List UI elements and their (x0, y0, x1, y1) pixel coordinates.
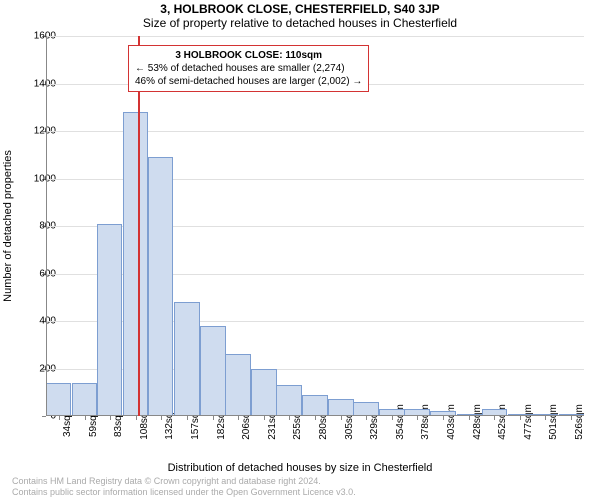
y-axis-line (46, 36, 47, 416)
xtick-mark (85, 416, 86, 420)
xtick-mark (469, 416, 470, 420)
xtick-mark (213, 416, 214, 420)
callout-title: 3 HOLBROOK CLOSE: 110sqm (135, 49, 362, 62)
histogram-bar (225, 354, 251, 416)
y-axis-label: Number of detached properties (2, 150, 14, 302)
footer-line-1: Contains HM Land Registry data © Crown c… (12, 476, 356, 487)
xtick-mark (289, 416, 290, 420)
xtick-mark (392, 416, 393, 420)
xtick-mark (571, 416, 572, 420)
xtick-mark (161, 416, 162, 420)
histogram-bar (97, 224, 123, 416)
xtick-mark (315, 416, 316, 420)
page-title: 3, HOLBROOK CLOSE, CHESTERFIELD, S40 3JP (0, 2, 600, 16)
histogram-bar (200, 326, 226, 416)
bars-container (46, 36, 584, 416)
x-axis-line (46, 415, 584, 416)
marker-line (138, 36, 140, 416)
xtick-mark (110, 416, 111, 420)
histogram-bar (251, 369, 277, 417)
x-axis-label: Distribution of detached houses by size … (0, 462, 600, 474)
xtick-mark (238, 416, 239, 420)
xtick-mark (341, 416, 342, 420)
histogram-bar (123, 112, 149, 416)
callout-box: 3 HOLBROOK CLOSE: 110sqm ← 53% of detach… (128, 45, 369, 92)
histogram-bar (328, 399, 354, 416)
histogram-bar (46, 383, 72, 416)
callout-line-larger: 46% of semi-detached houses are larger (… (135, 75, 362, 88)
callout-line-smaller: ← 53% of detached houses are smaller (2,… (135, 62, 362, 75)
histogram-bar (72, 383, 98, 416)
xtick-mark (520, 416, 521, 420)
xtick-mark (187, 416, 188, 420)
plot-area: 3 HOLBROOK CLOSE: 110sqm ← 53% of detach… (46, 36, 584, 416)
histogram-bar (302, 395, 328, 416)
histogram-bar (276, 385, 302, 416)
xtick-mark (366, 416, 367, 420)
xtick-mark (545, 416, 546, 420)
xtick-mark (264, 416, 265, 420)
xtick-mark (443, 416, 444, 420)
xtick-mark (136, 416, 137, 420)
footer-attribution: Contains HM Land Registry data © Crown c… (12, 476, 356, 498)
page-subtitle: Size of property relative to detached ho… (0, 16, 600, 30)
xtick-mark (494, 416, 495, 420)
xtick-mark (417, 416, 418, 420)
histogram-bar (148, 157, 174, 416)
footer-line-2: Contains public sector information licen… (12, 487, 356, 498)
xtick-mark (59, 416, 60, 420)
histogram-bar (353, 402, 379, 416)
chart-area: 3 HOLBROOK CLOSE: 110sqm ← 53% of detach… (46, 36, 584, 416)
histogram-bar (174, 302, 200, 416)
